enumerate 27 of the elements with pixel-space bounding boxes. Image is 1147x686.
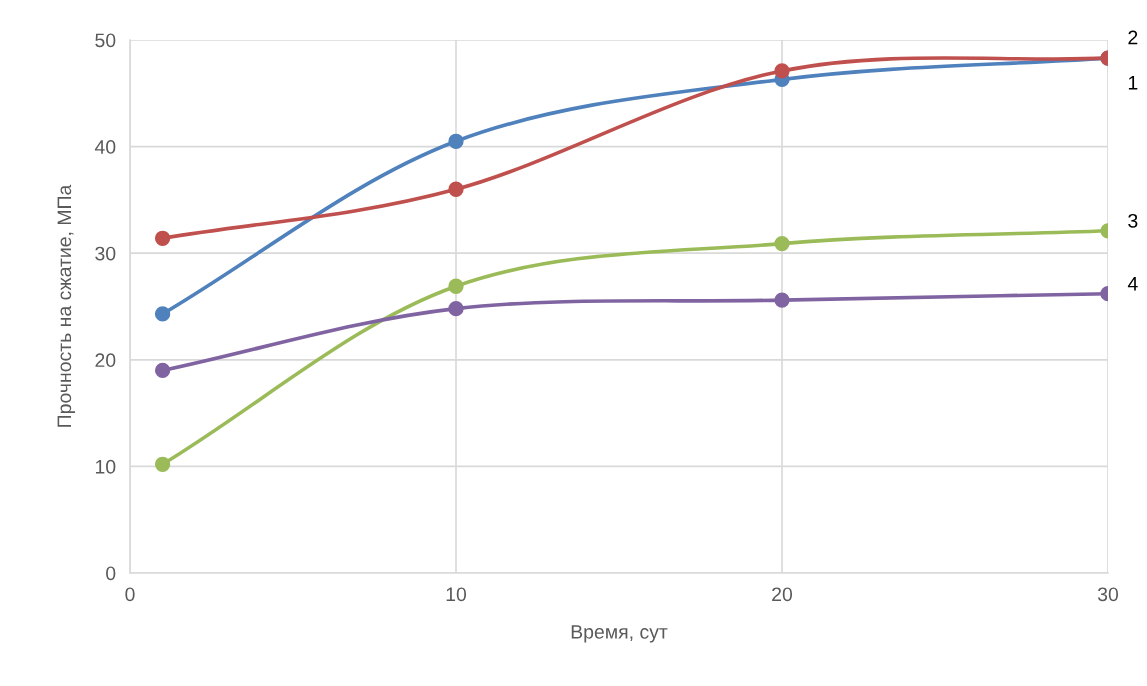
y-tick-label: 50 — [95, 33, 116, 48]
series-label: 2 — [1128, 30, 1138, 45]
x-tick-label: 20 — [772, 587, 793, 602]
x-tick-label: 0 — [125, 587, 135, 602]
series-label: 3 — [1128, 213, 1138, 228]
point — [448, 300, 464, 317]
point — [154, 306, 171, 322]
y-tick-label: 40 — [94, 140, 116, 154]
y-tick-label: 20 — [95, 353, 116, 368]
x-axis-title: Время, сут — [571, 625, 668, 643]
point — [774, 235, 790, 252]
point — [774, 292, 790, 308]
y-tick-label: 0 — [106, 566, 116, 581]
point — [448, 278, 464, 294]
series-label: 1 — [1128, 76, 1138, 90]
series-label: 4 — [1127, 277, 1138, 291]
x-tick-label: 30 — [1097, 587, 1119, 602]
point — [154, 456, 171, 472]
y-tick-label: 10 — [95, 459, 116, 474]
x-tick-label: 10 — [446, 587, 467, 602]
point — [774, 63, 790, 79]
y-axis-title: Прочность на сжатие, МПа — [57, 184, 76, 427]
point — [154, 230, 171, 246]
point — [154, 362, 171, 379]
point — [448, 133, 464, 149]
point — [448, 181, 464, 197]
y-tick-label: 30 — [95, 246, 116, 261]
